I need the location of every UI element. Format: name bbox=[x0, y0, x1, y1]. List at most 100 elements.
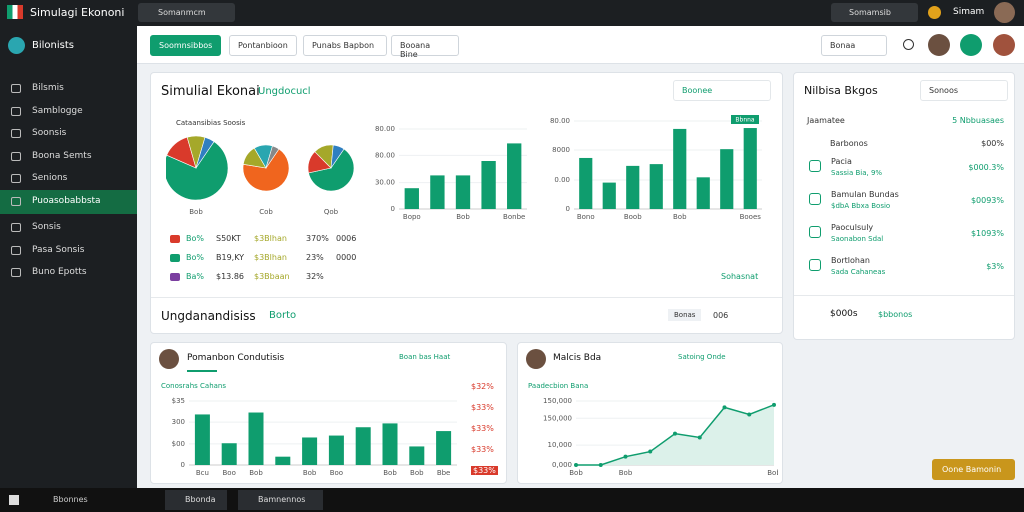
sidebar-item[interactable]: Samblogge bbox=[0, 100, 137, 124]
avatar[interactable] bbox=[993, 34, 1015, 56]
panel-item-value: $00% bbox=[981, 139, 1004, 148]
row-name: Paoculsuly bbox=[831, 223, 874, 232]
dropdown[interactable]: Boonee bbox=[673, 80, 771, 101]
pie-slice bbox=[195, 136, 215, 169]
toolbar-button[interactable]: Pontanbioon bbox=[229, 35, 297, 56]
chip[interactable]: Bonas bbox=[668, 309, 702, 321]
panel-footer-link[interactable]: $bbonos bbox=[878, 310, 913, 319]
bar bbox=[328, 435, 344, 465]
link[interactable]: Sohasnat bbox=[721, 272, 759, 281]
bar bbox=[626, 165, 640, 209]
sidebar-item[interactable]: Puoasobabbsta bbox=[0, 189, 137, 214]
point bbox=[574, 463, 578, 467]
status[interactable]: Somamsib bbox=[831, 3, 918, 22]
action-icon[interactable] bbox=[960, 34, 982, 56]
row-icon bbox=[809, 226, 821, 238]
side-value: $33% bbox=[471, 445, 494, 454]
card-subtitle: Paadecbion Bana bbox=[528, 382, 589, 390]
sidebar-item[interactable]: Senions bbox=[0, 167, 137, 191]
side-value: $33% bbox=[471, 403, 494, 412]
taskbar-search[interactable]: Bbonnes bbox=[53, 495, 88, 504]
brand-icon bbox=[8, 37, 25, 54]
sidebar-item[interactable]: Soonsis bbox=[0, 122, 137, 146]
legend-cell: $3Blhan bbox=[254, 253, 287, 262]
x-tick-label: Booes bbox=[740, 213, 762, 221]
notification[interactable] bbox=[928, 6, 941, 19]
x-tick-label: Bob bbox=[456, 213, 470, 221]
x-tick-label: Bob bbox=[383, 469, 397, 477]
panel-head: Jaamatee bbox=[807, 116, 845, 125]
y-tick-label: 80.00 bbox=[375, 151, 395, 159]
sidebar-label: Boona Semts bbox=[32, 150, 92, 161]
badge: Bbnna bbox=[735, 117, 755, 124]
sidebar-item[interactable]: Bilsmis bbox=[0, 77, 137, 101]
side-value: $32% bbox=[471, 382, 494, 391]
bar bbox=[579, 157, 593, 209]
row-value: $000.3% bbox=[968, 163, 1004, 172]
sidebar-item[interactable]: Pasa Sonsis bbox=[0, 239, 137, 263]
row-name: Bamulan Bundas bbox=[831, 190, 899, 199]
bar bbox=[720, 149, 734, 209]
sidebar-item[interactable]: Sonsis bbox=[0, 216, 137, 240]
sidebar-item[interactable]: Buno Epotts bbox=[0, 261, 137, 285]
point bbox=[623, 454, 628, 459]
card-action[interactable]: Boan bas Haat bbox=[399, 353, 451, 361]
sidebar-item[interactable]: Boona Semts bbox=[0, 145, 137, 169]
bar bbox=[275, 456, 291, 465]
sidebar-label: Sonsis bbox=[32, 222, 61, 232]
card-action[interactable]: Satoing Onde bbox=[678, 353, 726, 361]
point bbox=[772, 402, 776, 407]
pie-slice bbox=[265, 145, 280, 169]
legend-cell: B19,KY bbox=[216, 253, 245, 262]
sidebar-label: Pasa Sonsis bbox=[32, 244, 85, 255]
y-tick-label: $35 bbox=[172, 397, 185, 405]
panel-title: Nilbisa Bkgos bbox=[804, 84, 878, 97]
x-tick-label: Boo bbox=[223, 469, 236, 477]
row-sub: $dbA Bbxa Bosio bbox=[831, 202, 891, 210]
y-tick-label: 0 bbox=[181, 461, 185, 469]
tab[interactable]: Somanmcm bbox=[138, 3, 235, 22]
start-button[interactable] bbox=[9, 495, 19, 505]
x-tick-label: Boo bbox=[330, 469, 343, 477]
x-tick-label: Bob bbox=[569, 469, 583, 477]
toolbar-button[interactable]: Booana Bine bbox=[391, 35, 459, 59]
legend-cell: Ba% bbox=[186, 272, 204, 281]
action-button[interactable]: Oone Bamonin bbox=[932, 459, 1015, 480]
app-name: Simulagi Ekononi bbox=[30, 6, 125, 19]
pie-slice bbox=[166, 141, 229, 201]
bar bbox=[409, 446, 425, 465]
row-icon bbox=[809, 193, 821, 205]
search-icon[interactable] bbox=[903, 39, 914, 50]
avatar bbox=[526, 349, 546, 369]
dropdown[interactable]: Sonoos bbox=[920, 80, 1008, 101]
side-value: $33% bbox=[471, 466, 498, 475]
row-value: $1093% bbox=[970, 229, 1004, 238]
bar bbox=[382, 423, 398, 465]
legend-cell: $13.86 bbox=[216, 272, 244, 281]
taskbar-app[interactable]: Bamnennos bbox=[238, 490, 323, 510]
bar bbox=[673, 128, 687, 209]
search-box[interactable]: Bonaa bbox=[821, 35, 887, 56]
avatar[interactable] bbox=[994, 2, 1015, 23]
card-title: Pomanbon Condutisis bbox=[187, 353, 285, 363]
y-tick-label: 0.00 bbox=[554, 176, 570, 184]
panel-item: Barbonos bbox=[830, 139, 868, 148]
toolbar-button[interactable]: Soomnsibbos bbox=[150, 35, 222, 56]
bar bbox=[302, 437, 318, 465]
divider bbox=[794, 295, 1014, 296]
bar bbox=[743, 128, 757, 209]
sidebar-label: Samblogge bbox=[32, 105, 83, 116]
user-name: Simam bbox=[953, 7, 985, 17]
legend-cell: 370% bbox=[306, 234, 329, 243]
avatar bbox=[159, 349, 179, 369]
y-tick-label: 8000 bbox=[552, 146, 570, 154]
pie-group: Bob Cob Qob bbox=[166, 135, 355, 216]
toolbar-button[interactable]: Punabs Bapbon bbox=[303, 35, 387, 56]
point bbox=[648, 449, 653, 454]
count: 006 bbox=[713, 311, 729, 320]
pie-caption: Cataansibias Soosis bbox=[176, 119, 246, 127]
avatar[interactable] bbox=[928, 34, 950, 56]
bottom-card: Pomanbon Condutisis Boan bas Haat Conosr… bbox=[150, 342, 507, 484]
taskbar-app[interactable]: Bbonda bbox=[165, 490, 227, 510]
